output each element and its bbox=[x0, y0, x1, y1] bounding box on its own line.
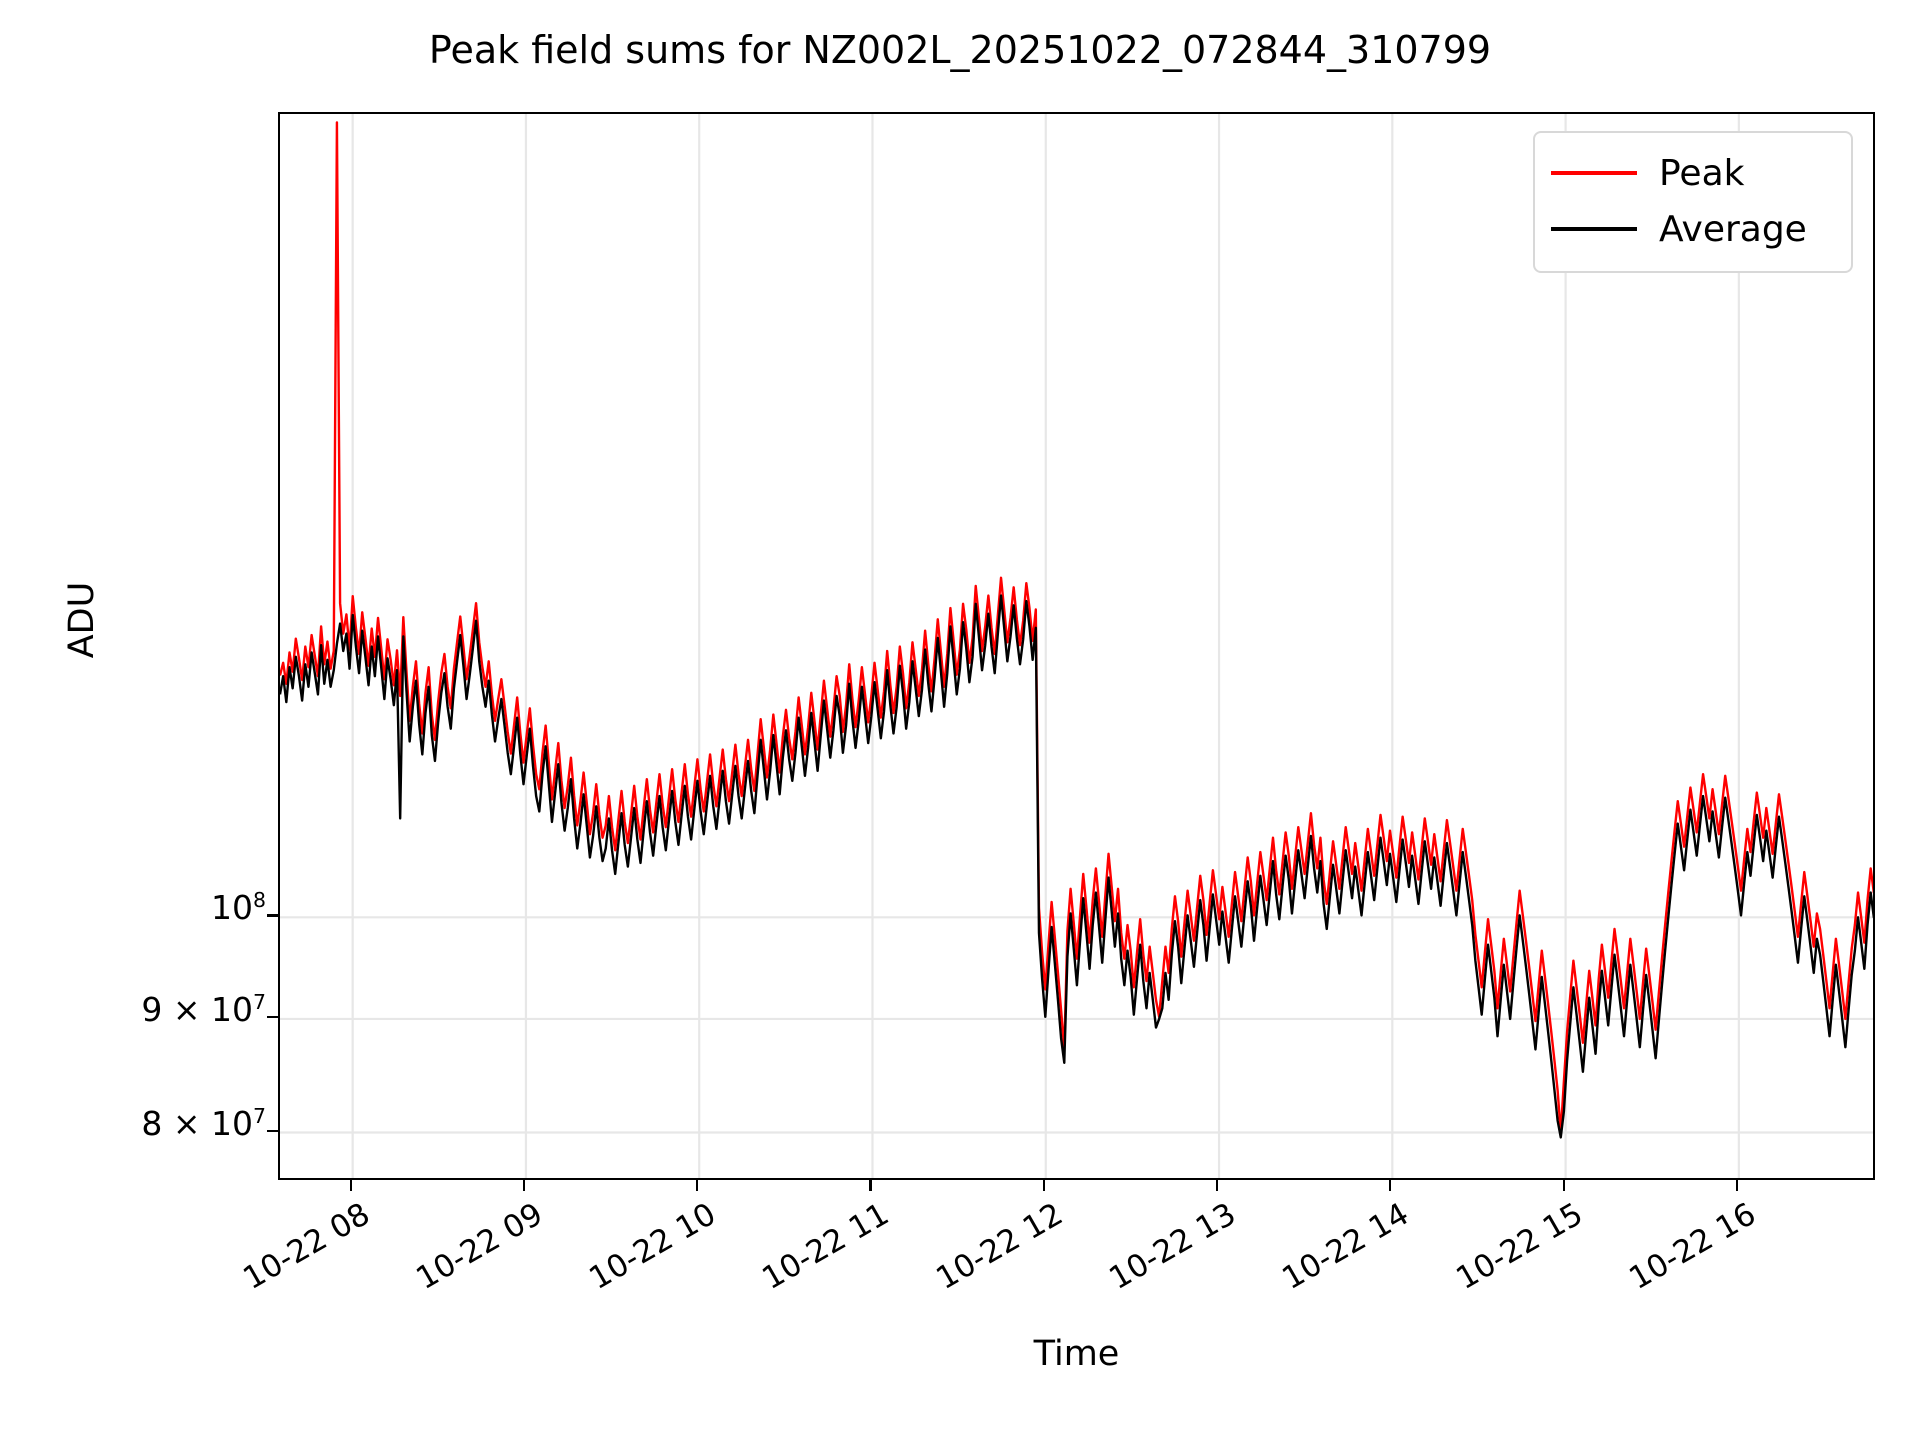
x-tick-label: 10-22 11 bbox=[756, 1196, 896, 1297]
legend-item-peak: Peak bbox=[1551, 145, 1835, 201]
legend-item-average: Average bbox=[1551, 201, 1835, 257]
legend: Peak Average bbox=[1533, 131, 1853, 273]
y-tick-label: 108 bbox=[210, 888, 266, 928]
x-tick-mark bbox=[696, 1180, 699, 1191]
y-tick-mark bbox=[267, 1129, 278, 1132]
x-tick-label: 10-22 10 bbox=[583, 1196, 723, 1297]
page-title: Peak field sums for NZ002L_20251022_0728… bbox=[428, 28, 1492, 72]
legend-swatch-average bbox=[1551, 227, 1637, 231]
x-tick-label: 10-22 13 bbox=[1103, 1196, 1243, 1297]
y-tick-label: 8 × 107 bbox=[141, 1103, 266, 1143]
plot-area bbox=[278, 112, 1875, 1180]
x-tick-mark bbox=[1562, 1180, 1565, 1191]
data-lines bbox=[280, 121, 1873, 1139]
x-tick-mark bbox=[349, 1180, 352, 1191]
x-tick-mark bbox=[1735, 1180, 1739, 1191]
y-tick-label: 9 × 107 bbox=[141, 989, 266, 1029]
y-tick-mark bbox=[267, 1015, 278, 1019]
legend-label-average: Average bbox=[1659, 208, 1807, 250]
x-tick-label: 10-22 12 bbox=[930, 1196, 1069, 1297]
x-axis-label: Time bbox=[1033, 1334, 1120, 1374]
legend-label-peak: Peak bbox=[1659, 152, 1745, 194]
x-tick-label: 10-22 09 bbox=[410, 1196, 549, 1297]
x-tick-mark bbox=[869, 1180, 872, 1191]
x-tick-mark bbox=[1389, 1180, 1392, 1191]
legend-swatch-peak bbox=[1551, 171, 1637, 175]
y-tick-mark bbox=[267, 914, 278, 917]
x-tick-mark bbox=[522, 1180, 526, 1191]
y-axis-label: ADU bbox=[62, 581, 102, 659]
x-tick-label: 10-22 08 bbox=[236, 1196, 376, 1297]
x-tick-label: 10-22 16 bbox=[1623, 1196, 1762, 1297]
x-tick-mark bbox=[1216, 1180, 1219, 1191]
x-tick-label: 10-22 14 bbox=[1276, 1196, 1416, 1297]
x-tick-mark bbox=[1042, 1180, 1045, 1191]
x-tick-label: 10-22 15 bbox=[1449, 1196, 1589, 1297]
